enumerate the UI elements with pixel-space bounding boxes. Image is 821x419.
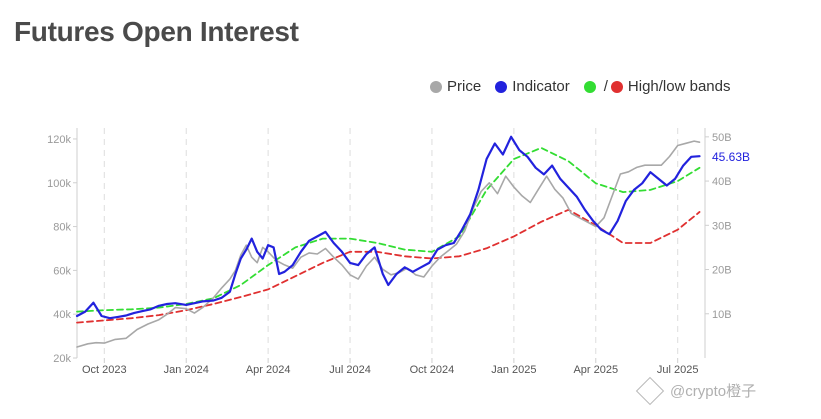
price-swatch-icon: [430, 80, 442, 93]
watermark-text: @crypto橙子: [670, 383, 757, 400]
y-right-tick-label: 20B: [712, 265, 732, 277]
y-right-tick-label: 50B: [712, 132, 732, 144]
y-left-tick-label: 60k: [53, 265, 71, 277]
chart-title: Futures Open Interest: [14, 16, 299, 47]
y-left-tick-label: 120k: [47, 134, 71, 146]
x-tick-label: Jan 2024: [164, 364, 209, 376]
indicator-series-line: [75, 135, 701, 320]
x-tick-label: Jul 2025: [657, 364, 699, 376]
y-left-tick-label: 20k: [53, 353, 71, 365]
y-left-tick-label: 40k: [53, 309, 71, 321]
current-value-label: 45.63B: [712, 150, 750, 164]
legend-label-bands: High/low bands: [627, 78, 731, 95]
y-left-tick-label: 80k: [53, 222, 71, 234]
legend-label-price: Price: [447, 78, 482, 95]
indicator-swatch-icon: [495, 80, 508, 93]
y-right-tick-label: 40B: [712, 176, 732, 188]
legend-item-bands[interactable]: / High/low bands: [583, 78, 731, 95]
legend-slash: /: [603, 78, 608, 95]
x-tick-label: Apr 2025: [573, 364, 618, 376]
y-right-tick-label: 10B: [712, 309, 732, 321]
x-tick-label: Oct 2024: [410, 364, 455, 376]
high-band-series-line: [76, 147, 701, 313]
watermark-logo-icon: [635, 376, 665, 405]
legend-item-indicator[interactable]: Indicator: [495, 78, 570, 95]
x-tick-label: Oct 2023: [82, 364, 127, 376]
x-tick-label: Apr 2024: [246, 364, 291, 376]
legend: Price Indicator / High/low bands: [430, 78, 730, 95]
legend-item-price[interactable]: Price: [430, 78, 481, 95]
price-series-line: [76, 140, 701, 348]
low-band-swatch-icon: [610, 80, 623, 93]
y-right-tick-label: 30B: [712, 220, 732, 232]
x-tick-label: Jan 2025: [491, 364, 536, 376]
high-band-swatch-icon: [583, 80, 596, 93]
watermark: @crypto橙子: [635, 376, 757, 405]
x-tick-label: Jul 2024: [329, 364, 371, 376]
legend-label-indicator: Indicator: [512, 78, 570, 95]
y-left-tick-label: 100k: [47, 178, 71, 190]
